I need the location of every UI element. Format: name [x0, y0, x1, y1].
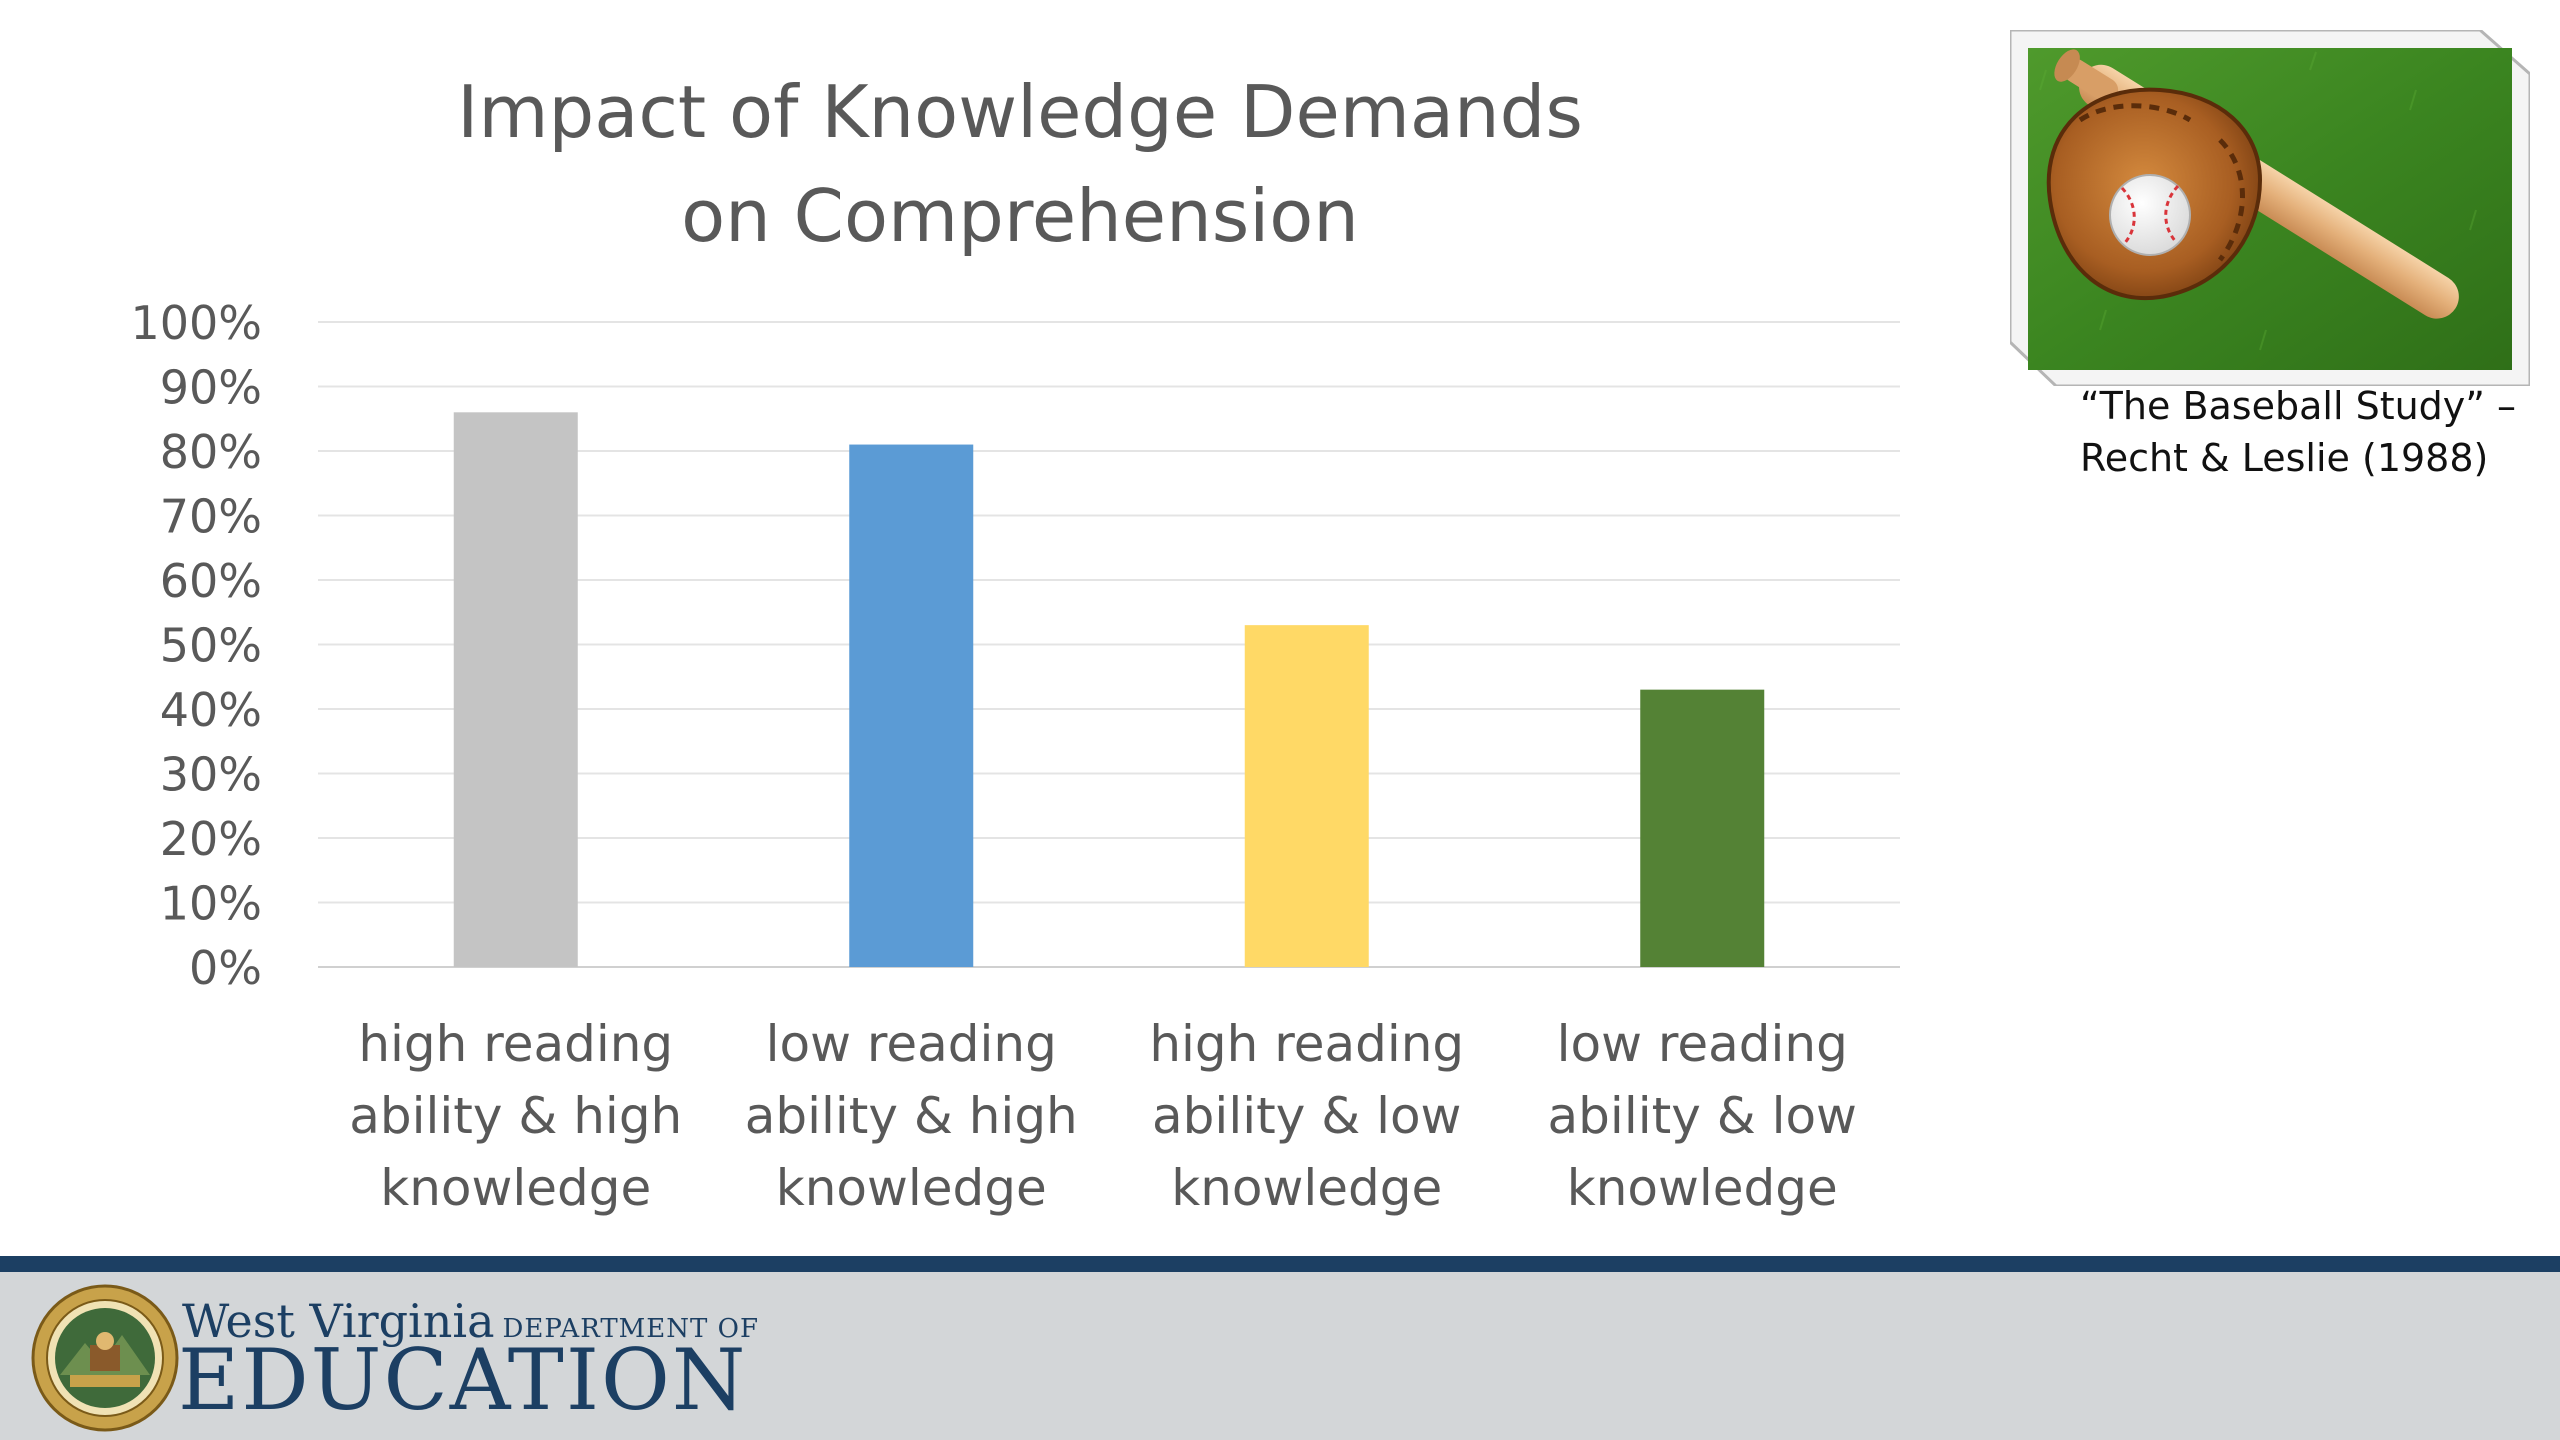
chart-title-line-2: on Comprehension	[681, 174, 1359, 258]
x-tick-label-line: high reading	[358, 1015, 674, 1073]
y-tick-label: 100%	[130, 296, 262, 350]
baseball-glove-bat-photo	[2010, 30, 2530, 386]
x-tick-label-2: low reading ability & high knowledge	[716, 1008, 1106, 1224]
y-tick-label: 40%	[160, 683, 262, 737]
y-tick-label: 90%	[160, 361, 262, 415]
y-tick-label: 10%	[160, 877, 262, 931]
photo-caption: “The Baseball Study” – Recht & Leslie (1…	[2080, 380, 2550, 484]
chart-title-line-1: Impact of Knowledge Demands	[457, 70, 1583, 154]
x-tick-label-line: low reading	[1556, 1015, 1848, 1073]
x-tick-label-line: knowledge	[380, 1159, 652, 1217]
x-tick-label-3: high reading ability & low knowledge	[1112, 1008, 1502, 1224]
x-tick-label-line: ability & high	[349, 1087, 683, 1145]
y-tick-label: 30%	[160, 748, 262, 802]
org-name-line: West Virginia DEPARTMENT OF	[182, 1294, 759, 1348]
y-tick-label: 60%	[160, 554, 262, 608]
x-tick-label-line: knowledge	[775, 1159, 1047, 1217]
photo-caption-line-2: Recht & Leslie (1988)	[2080, 436, 2489, 480]
footer-band	[0, 1272, 2560, 1440]
y-tick-label: 80%	[160, 425, 262, 479]
bar-chart: 0% 10% 20% 30% 40% 50% 60% 70% 80% 90% 100%	[130, 296, 1900, 995]
y-axis-ticks: 0% 10% 20% 30% 40% 50% 60% 70% 80% 90% 100%	[130, 296, 262, 995]
x-tick-label-line: ability & low	[1152, 1087, 1462, 1145]
bar-1	[453, 412, 578, 967]
bar-2	[849, 444, 974, 967]
x-tick-label-line: knowledge	[1171, 1159, 1443, 1217]
x-tick-label-line: ability & low	[1547, 1087, 1857, 1145]
chart-title: Impact of Knowledge Demands on Comprehen…	[300, 60, 1740, 268]
org-unit: EDUCATION	[178, 1331, 748, 1429]
y-tick-label: 50%	[160, 619, 262, 673]
chart-gridlines	[318, 321, 1900, 968]
y-tick-label: 20%	[160, 812, 262, 866]
x-tick-label-4: low reading ability & low knowledge	[1507, 1008, 1897, 1224]
state-seal-icon	[31, 1284, 179, 1432]
footer-rule	[0, 1256, 2560, 1272]
x-tick-label-line: ability & high	[744, 1087, 1078, 1145]
x-tick-label-1: high reading ability & high knowledge	[321, 1008, 711, 1224]
bar-4	[1640, 689, 1765, 967]
y-tick-label: 70%	[160, 490, 262, 544]
org-department: DEPARTMENT OF	[502, 1314, 759, 1344]
x-tick-label-line: knowledge	[1566, 1159, 1838, 1217]
photo-caption-line-1: “The Baseball Study” –	[2080, 384, 2517, 428]
bar-3	[1244, 625, 1369, 967]
chart-bars	[453, 412, 1765, 967]
x-tick-label-line: high reading	[1149, 1015, 1465, 1073]
y-tick-label: 0%	[189, 941, 262, 995]
org-name: West Virginia	[182, 1294, 495, 1348]
x-tick-label-line: low reading	[765, 1015, 1057, 1073]
